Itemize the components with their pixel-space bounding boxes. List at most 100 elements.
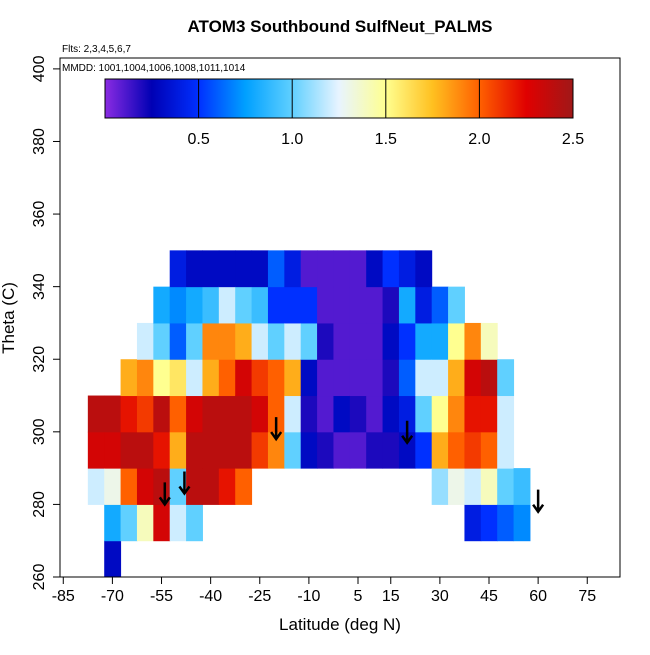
x-tick-label: -25 <box>248 588 271 605</box>
heatmap-cell <box>333 431 351 469</box>
heatmap-cell <box>448 468 465 505</box>
heatmap-cell <box>415 431 433 469</box>
heatmap-cell <box>104 431 122 469</box>
heatmap-cell <box>251 431 269 469</box>
heatmap-cell <box>136 322 154 360</box>
heatmap-cell <box>235 431 253 469</box>
heatmap-cell <box>87 395 105 433</box>
x-tick-label: -55 <box>150 588 173 605</box>
heatmap-cell <box>382 286 400 324</box>
y-tick-label: 320 <box>31 346 48 373</box>
heatmap-cell <box>104 504 122 542</box>
heatmap-cell <box>366 395 384 433</box>
y-tick-label: 260 <box>31 564 48 591</box>
heatmap-cell <box>415 359 433 397</box>
heatmap-cell <box>186 504 203 542</box>
heatmap-cell <box>218 286 236 324</box>
heatmap-cell <box>349 286 367 324</box>
heatmap-cell <box>349 250 367 288</box>
heatmap-cell <box>186 250 203 288</box>
arrow <box>178 471 191 496</box>
heatmap-cell <box>136 395 154 433</box>
heatmap-cell <box>169 504 187 542</box>
y-tick-label: 300 <box>31 418 48 445</box>
heatmap-cell <box>186 322 203 360</box>
heatmap-cell <box>349 431 367 469</box>
x-tick-label: -85 <box>52 588 75 605</box>
colorbar-tick-label: 2.0 <box>468 131 490 148</box>
heatmap-cell <box>366 250 384 288</box>
heatmap-cell <box>136 504 154 542</box>
heatmap-cell <box>382 395 400 433</box>
heatmap-cell <box>169 395 187 433</box>
heatmap-cell <box>464 322 482 360</box>
heatmap-cell <box>169 286 187 324</box>
x-tick-label: 45 <box>480 588 498 605</box>
heatmap-cell <box>415 322 433 360</box>
heatmap-cell <box>448 431 465 469</box>
heatmap-cell <box>480 322 498 360</box>
arrow <box>158 482 171 507</box>
heatmap-cell <box>415 395 433 433</box>
y-tick-label: 360 <box>31 201 48 228</box>
heatmap-cell <box>464 359 482 397</box>
heatmap-cell <box>480 468 498 505</box>
heatmap-cell <box>497 359 515 397</box>
heatmap-cell <box>136 431 154 469</box>
heatmap-cell <box>366 322 384 360</box>
heatmap-cell <box>398 395 416 433</box>
heatmap-cell <box>398 431 416 469</box>
heatmap-cell <box>366 286 384 324</box>
heatmap-cell <box>87 468 105 505</box>
heatmap-cell <box>464 468 482 505</box>
heatmap-cell <box>480 359 498 397</box>
heatmap-cell <box>202 395 220 433</box>
heatmap-cell <box>218 468 236 505</box>
heatmap-cell <box>120 395 138 433</box>
chart-title: ATOM3 Southbound SulfNeut_PALMS <box>187 17 492 36</box>
heatmap-cell <box>382 359 400 397</box>
colorbar-tick-label: 2.5 <box>562 131 584 148</box>
heatmap-cell <box>136 359 154 397</box>
heatmap-cell <box>284 395 302 433</box>
heatmap-cell <box>300 250 318 288</box>
heatmap-cell <box>317 359 334 397</box>
heatmap-cell <box>497 395 515 433</box>
heatmap-cell <box>333 250 351 288</box>
heatmap-cell <box>202 359 220 397</box>
y-tick-label: 380 <box>31 128 48 155</box>
heatmap-cell <box>398 359 416 397</box>
heatmap-cell <box>431 286 449 324</box>
heatmap-cell <box>202 322 220 360</box>
heatmap-cell <box>300 359 318 397</box>
heatmap-cell <box>153 359 171 397</box>
x-tick-label: -10 <box>297 588 320 605</box>
heatmap-cell <box>349 359 367 397</box>
heatmap-cell <box>448 359 465 397</box>
heatmap-cell <box>120 468 138 505</box>
heatmap-cell <box>284 359 302 397</box>
heatmap-cell <box>382 250 400 288</box>
heatmap-cell <box>186 431 203 469</box>
heatmap-cell <box>120 504 138 542</box>
heatmap-cell <box>251 286 269 324</box>
heatmap-cell <box>218 250 236 288</box>
heatmap-cell <box>300 431 318 469</box>
heatmap-cell <box>267 395 285 433</box>
heatmap-cell <box>431 359 449 397</box>
x-tick-label: 30 <box>431 588 449 605</box>
heatmap-cell <box>169 359 187 397</box>
heatmap-cell <box>218 431 236 469</box>
heatmap-cell <box>497 504 515 542</box>
x-tick-label: 60 <box>529 588 547 605</box>
x-tick-label: -40 <box>199 588 222 605</box>
y-tick-label: 340 <box>31 273 48 300</box>
heatmap-cell <box>464 395 482 433</box>
heatmap-cell <box>251 322 269 360</box>
heatmap-cell <box>235 359 253 397</box>
heatmap-cell <box>317 395 334 433</box>
heatmap-cell <box>251 250 269 288</box>
heatmap-cell <box>267 250 285 288</box>
x-tick-label: 5 <box>354 588 363 605</box>
